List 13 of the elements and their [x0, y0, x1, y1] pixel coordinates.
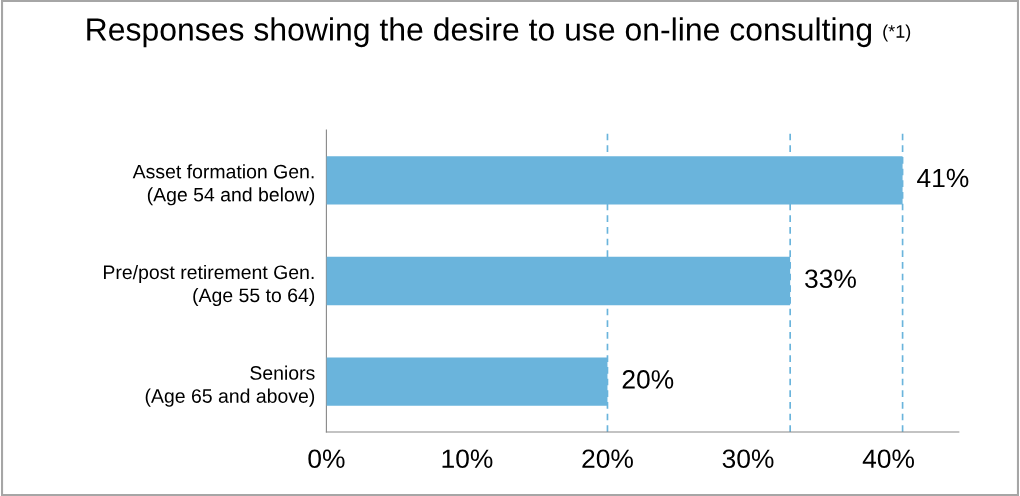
x-tick-label: 30% [722, 449, 774, 469]
data-label: 41% [917, 168, 969, 188]
x-tick-label: 10% [442, 449, 493, 469]
y-tick-label: Asset formation Gen. (Age 54 and below) [132, 164, 315, 206]
x-tick-label: 0% [308, 449, 345, 469]
text: (*1) [883, 24, 911, 42]
data-label: 20% [622, 370, 674, 389]
y-tick-label: Seniors (Age 65 and above) [145, 365, 315, 407]
x-tick-label: 40% [862, 449, 914, 469]
x-tick-label: 20% [582, 449, 633, 469]
data-label: 33% [805, 269, 856, 289]
y-tick-label: Pre/post retirement Gen. (Age 55 to 64) [104, 264, 315, 307]
chart-title: Responses showing the desire to use on-line consulting [87, 17, 872, 48]
